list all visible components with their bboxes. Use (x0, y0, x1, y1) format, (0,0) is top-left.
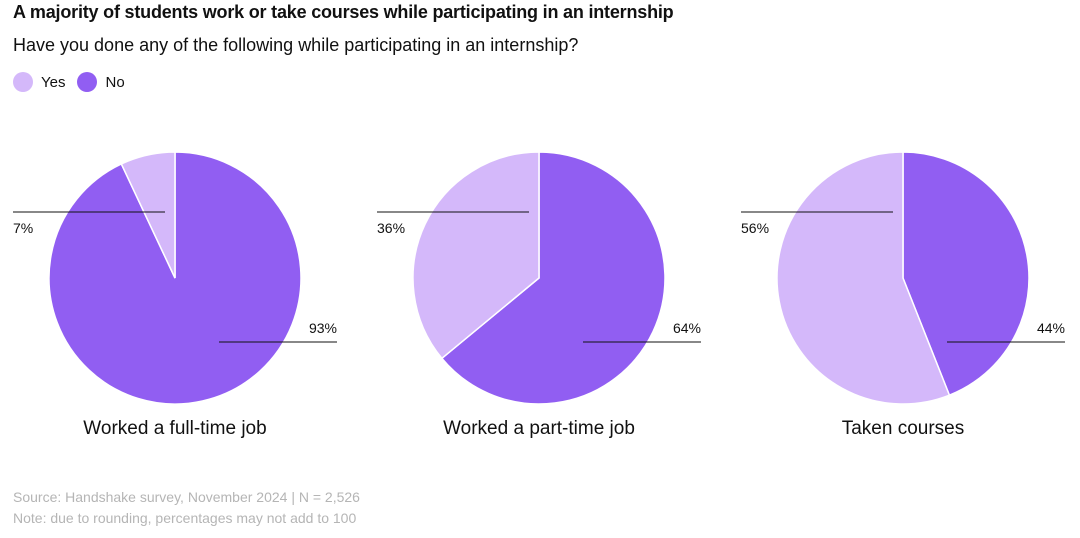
chart-subtitle: Have you done any of the following while… (13, 35, 579, 55)
legend-item-yes: Yes (13, 72, 65, 92)
data-label-no: 93% (309, 320, 337, 336)
slice-yes (120, 151, 176, 279)
legend-item-no: No (77, 72, 125, 92)
slice-no (902, 151, 1030, 397)
legend: Yes No (13, 72, 137, 92)
pie-label: Worked a full-time job (83, 418, 266, 439)
slice-no (440, 151, 666, 405)
rounding-note: Note: due to rounding, percentages may n… (13, 510, 357, 526)
data-label-no: 44% (1037, 320, 1065, 336)
pie-taken-courses: 56% 44% Taken courses (741, 151, 1065, 439)
source-note: Source: Handshake survey, November 2024 … (13, 489, 360, 505)
legend-label-yes: Yes (41, 73, 66, 91)
data-label-yes: 7% (13, 220, 33, 236)
pie-label: Taken courses (842, 418, 965, 439)
data-label-no: 64% (673, 320, 701, 336)
chart-title: A majority of students work or take cour… (13, 2, 674, 22)
slice-yes (412, 151, 540, 360)
legend-swatch-yes (13, 72, 33, 92)
legend-swatch-no (77, 72, 98, 92)
data-label-yes: 56% (741, 220, 769, 236)
pie-worked-a-part-time-job: 36% 64% Worked a part-time job (377, 151, 701, 439)
data-label-yes: 36% (377, 220, 405, 236)
pie-worked-a-full-time-job: 7% 93% Worked a full-time job (13, 151, 337, 439)
slice-yes (776, 151, 951, 405)
pie-label: Worked a part-time job (443, 418, 635, 439)
legend-label-no: No (105, 73, 125, 91)
